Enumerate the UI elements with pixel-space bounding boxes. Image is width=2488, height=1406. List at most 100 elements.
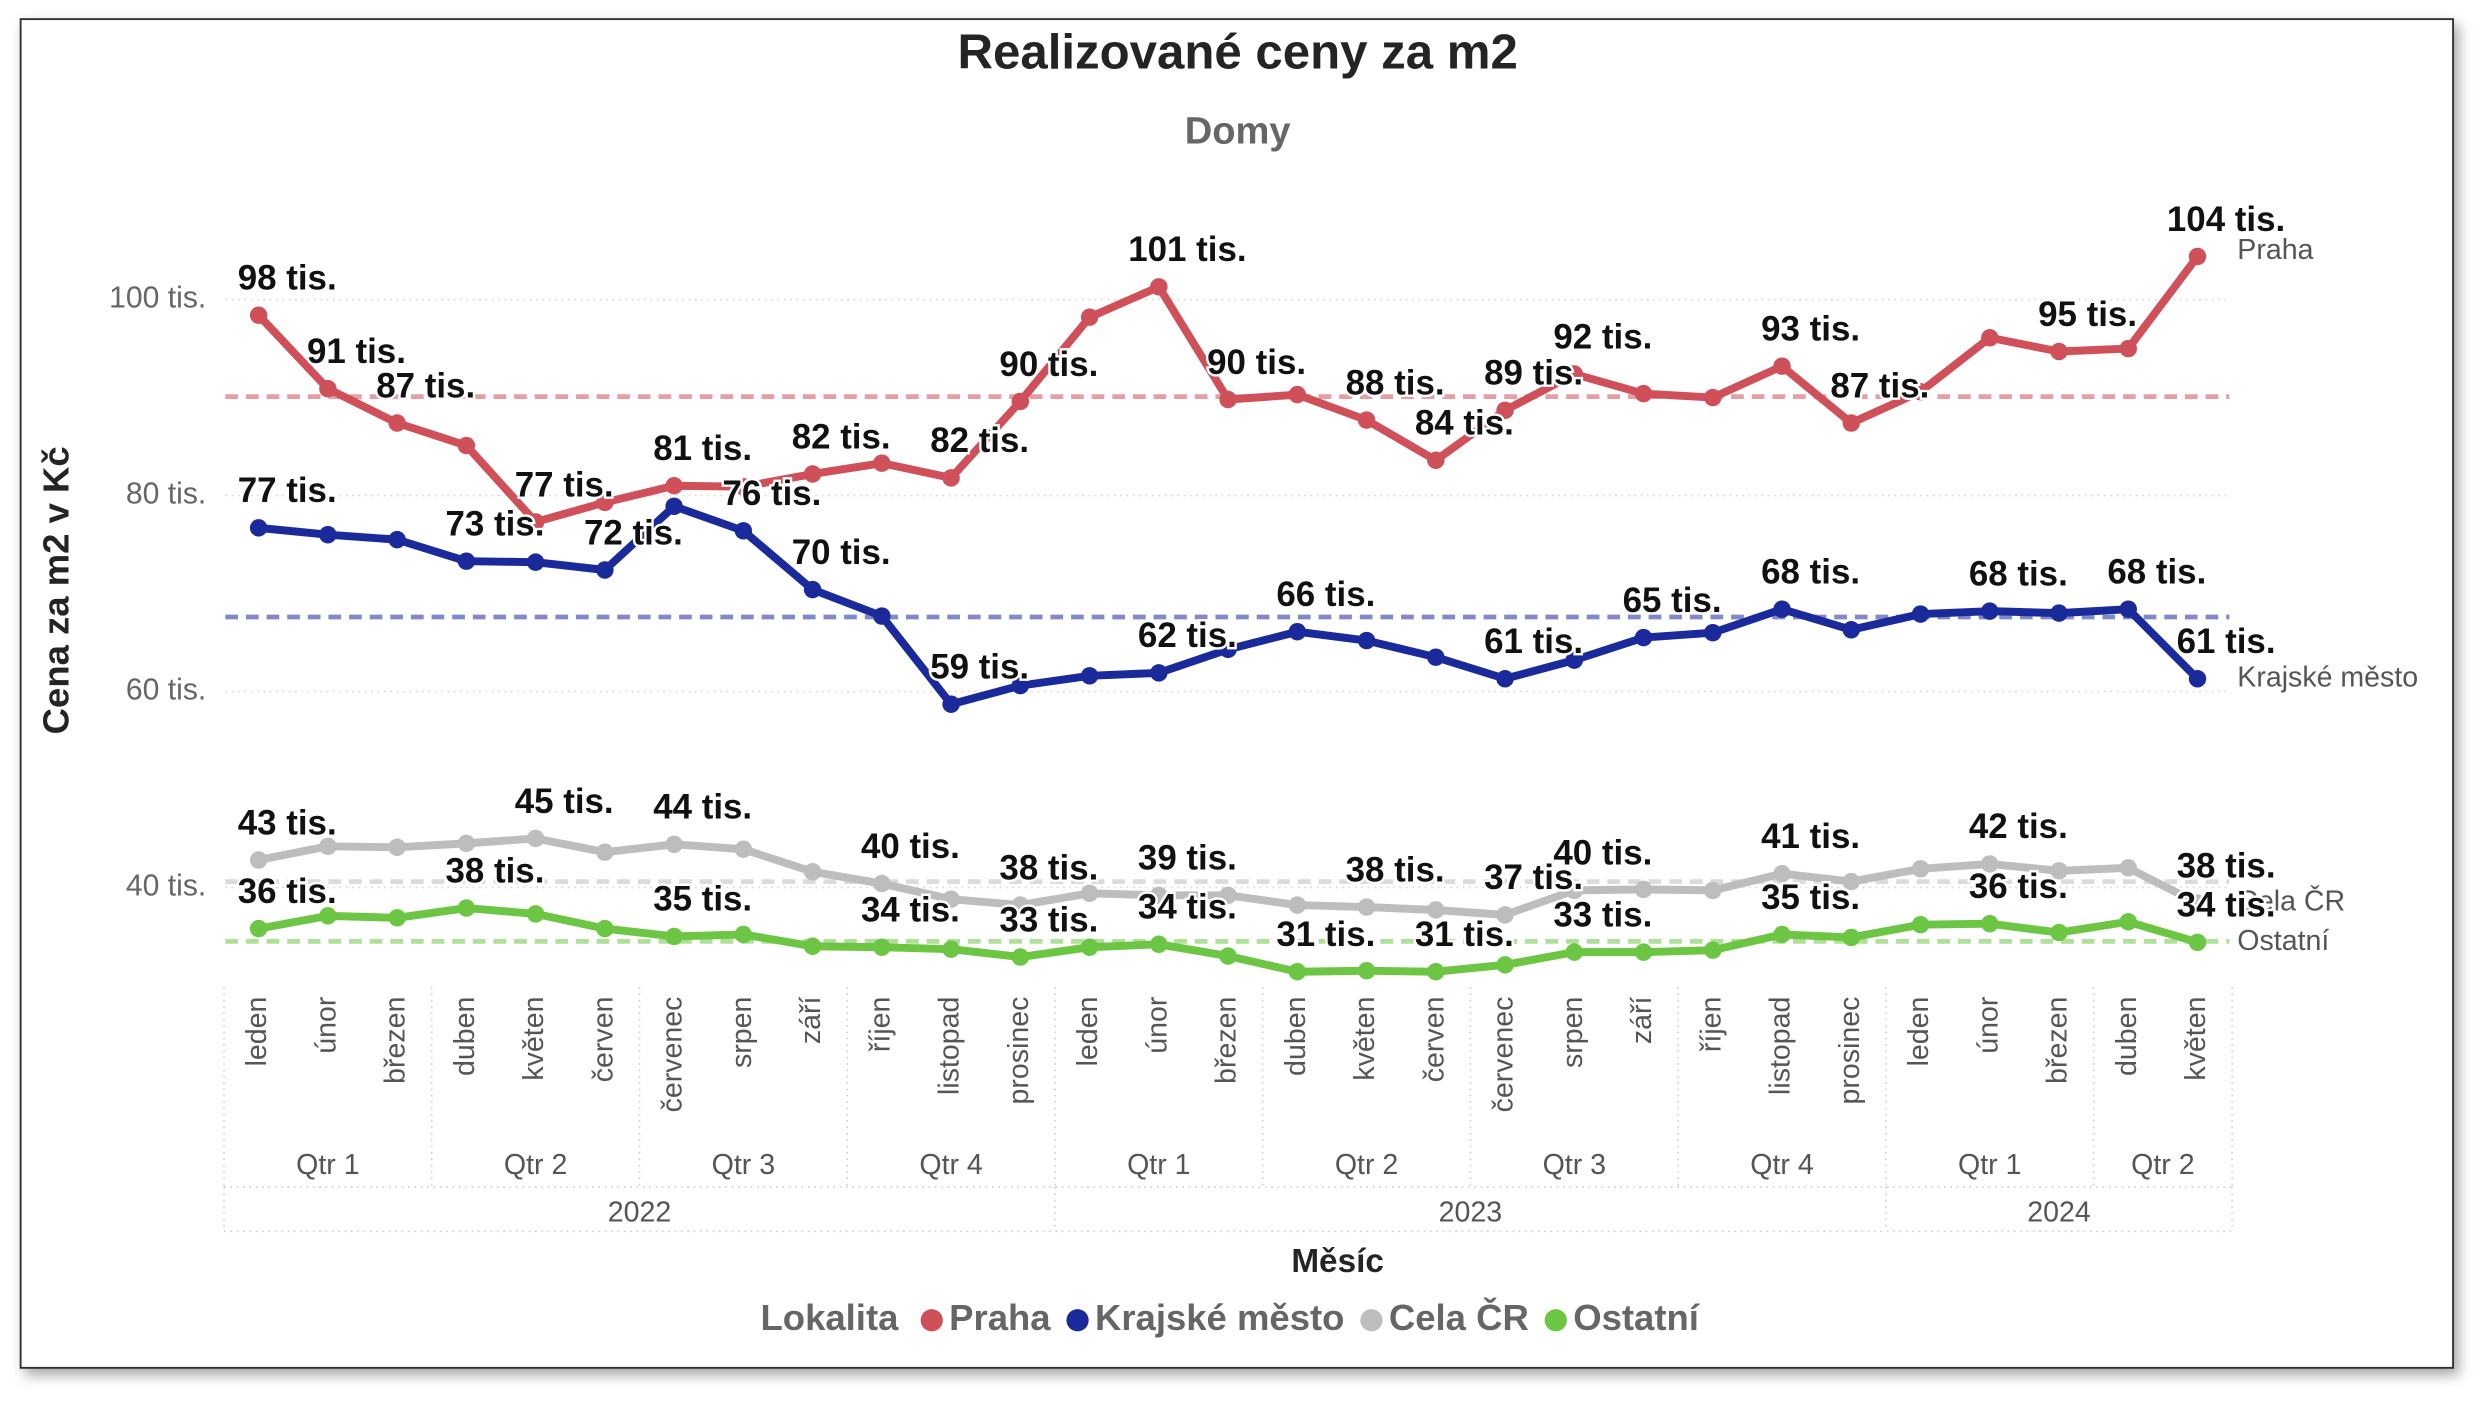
years-label: 2024 (2027, 1196, 2091, 1228)
data-point (1150, 664, 1168, 682)
data-point (1773, 357, 1791, 375)
data-label: 36 tis. (238, 872, 337, 911)
data-label: 33 tis. (1553, 895, 1652, 934)
data-point (1427, 962, 1445, 981)
data-point (1773, 600, 1791, 618)
x-tick-label: leden (1903, 997, 1935, 1067)
data-label: 37 tis. (1484, 858, 1583, 897)
data-label: 90 tis. (1207, 343, 1306, 382)
data-point (319, 907, 337, 925)
data-point (1080, 667, 1099, 685)
data-label: 42 tis. (1969, 807, 2068, 846)
x-tick-label: duben (2111, 997, 2143, 1076)
data-point (1080, 884, 1099, 903)
data-label: 95 tis. (2038, 295, 2137, 334)
data-point (319, 380, 337, 398)
data-point (2188, 933, 2207, 952)
x-tick-label: září (1626, 996, 1658, 1044)
data-point (1288, 623, 1307, 641)
x-tick-label: únor (310, 996, 342, 1054)
data-point (1704, 941, 1722, 959)
quarters-label: Qtr 1 (296, 1149, 359, 1181)
y-axis-title: Cena za m2 v Kč (35, 446, 76, 734)
data-point (1357, 898, 1376, 916)
data-point (596, 843, 614, 861)
data-point (1357, 411, 1376, 429)
legend-title: Lokalita (761, 1297, 900, 1338)
data-label: 36 tis. (1969, 867, 2068, 906)
legend-label: Praha (949, 1297, 1051, 1338)
data-point (1427, 451, 1445, 469)
data-point (319, 525, 337, 544)
data-point (665, 477, 683, 495)
data-point (2050, 342, 2068, 361)
data-point (1219, 886, 1237, 905)
data-point (1357, 631, 1376, 650)
x-tick-label: květen (1349, 997, 1381, 1081)
data-label: 66 tis. (1276, 575, 1375, 614)
data-point (596, 561, 614, 579)
data-label: 70 tis. (792, 533, 891, 572)
data-point (1011, 676, 1030, 695)
legend-label: Cela ČR (1389, 1296, 1529, 1338)
x-axis-title: Měsíc (1291, 1243, 1384, 1280)
data-point (1427, 901, 1445, 919)
data-point (942, 890, 960, 908)
data-point (1565, 651, 1584, 669)
data-point (1842, 414, 1861, 432)
data-point (388, 530, 406, 549)
data-point (665, 927, 683, 946)
quarters-label: Qtr 3 (1543, 1149, 1606, 1181)
data-point (1011, 896, 1030, 914)
data-point (1150, 278, 1168, 296)
x-tick-label: březen (1211, 997, 1243, 1084)
x-tick-label: červen (587, 997, 619, 1083)
data-point (1288, 896, 1307, 914)
data-point (2188, 247, 2207, 266)
years-label: 2022 (608, 1196, 672, 1228)
data-point (1011, 948, 1030, 966)
data-point (2119, 600, 2137, 618)
x-tick-label: červenec (657, 997, 689, 1113)
series-end-label: Praha (2237, 234, 2313, 266)
data-point (1634, 628, 1653, 647)
x-tick-label: říjen (864, 997, 896, 1053)
data-point (873, 938, 891, 956)
data-point (1773, 865, 1791, 883)
data-point (1704, 881, 1722, 900)
data-point (803, 465, 822, 483)
data-point (942, 940, 960, 958)
data-point (2188, 894, 2207, 912)
data-label: 31 tis. (1415, 915, 1514, 954)
data-label: 39 tis. (1138, 839, 1237, 878)
data-point (1981, 602, 1999, 620)
series-end-label: Cela ČR (2237, 886, 2345, 918)
x-tick-label: březen (2042, 997, 2074, 1084)
data-point (526, 553, 545, 571)
x-tick-label: únor (1972, 996, 2004, 1054)
data-point (1496, 401, 1514, 420)
data-point (388, 838, 406, 857)
data-point (1565, 943, 1584, 961)
x-tick-label: leden (241, 997, 273, 1067)
data-point (1704, 388, 1722, 407)
data-label: 91 tis. (307, 332, 406, 371)
data-label: 44 tis. (653, 788, 752, 827)
data-point (2119, 859, 2137, 877)
data-point (1842, 928, 1861, 947)
x-tick-label: leden (1072, 997, 1104, 1067)
data-point (1911, 915, 1930, 934)
data-point (1981, 329, 1999, 347)
data-point (803, 580, 822, 599)
y-tick-label: 60 tis. (126, 673, 206, 706)
data-label: 76 tis. (722, 474, 821, 513)
data-point (734, 925, 753, 944)
data-label: 41 tis. (1761, 817, 1860, 856)
x-tick-label: březen (380, 997, 412, 1084)
data-point (803, 937, 822, 955)
legend-marker (1066, 1309, 1089, 1332)
data-point (1427, 648, 1445, 666)
data-label: 82 tis. (930, 421, 1029, 460)
data-label: 88 tis. (1346, 363, 1445, 402)
